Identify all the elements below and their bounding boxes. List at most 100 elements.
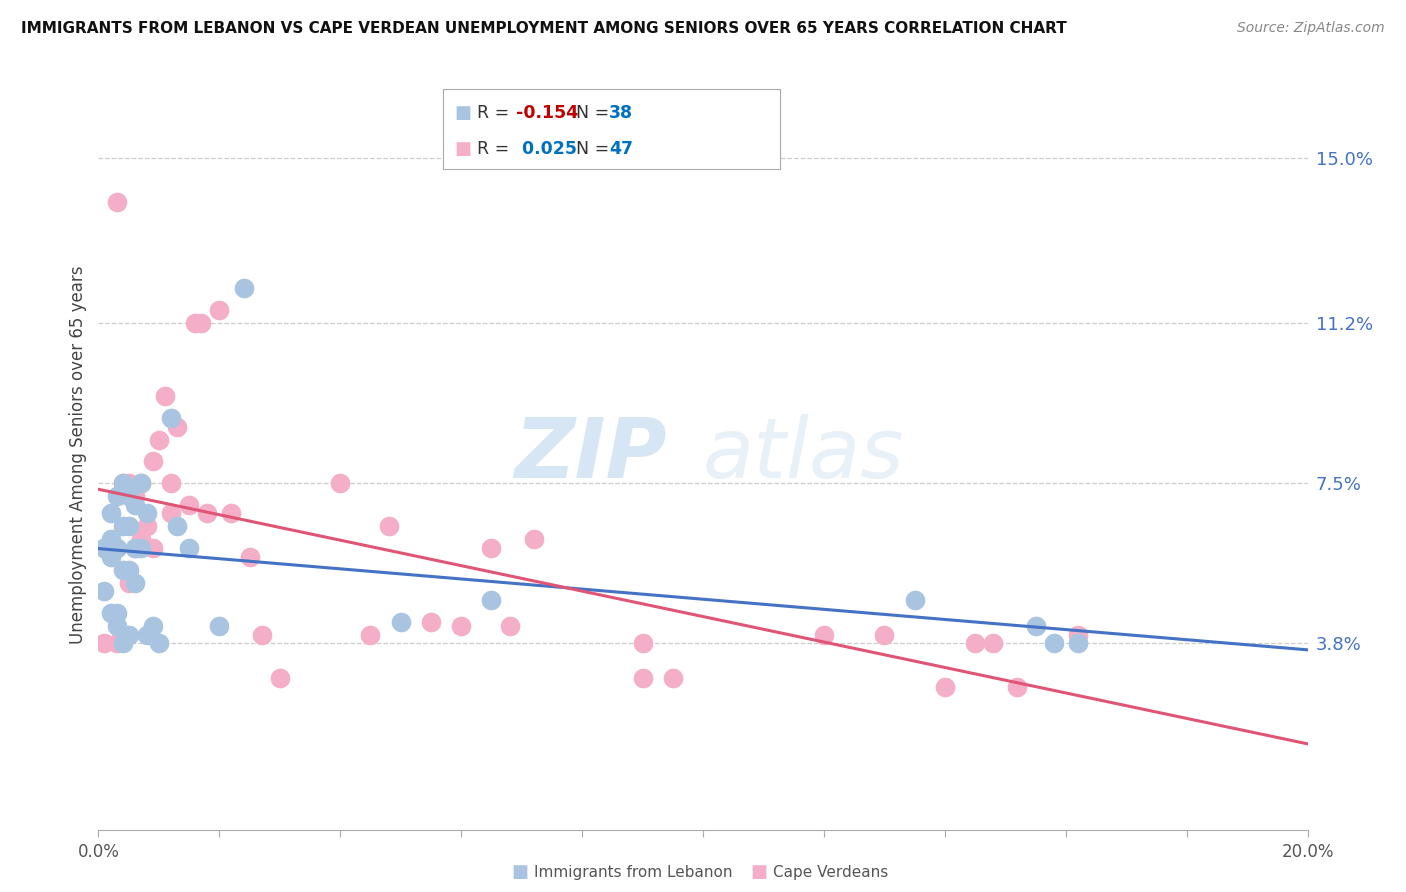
Text: ■: ■: [751, 863, 773, 881]
Text: Cape Verdeans: Cape Verdeans: [773, 865, 889, 880]
Point: [481, 541, 503, 555]
Point: [105, 606, 128, 620]
Point: [160, 507, 183, 521]
Point: [1067, 628, 1090, 642]
Text: ■: ■: [512, 863, 534, 881]
Point: [100, 533, 122, 547]
Point: [111, 563, 134, 577]
Text: R =: R =: [477, 140, 515, 159]
Point: [124, 541, 146, 555]
Point: [166, 419, 188, 434]
Point: [142, 619, 165, 633]
Point: [873, 628, 896, 642]
Point: [631, 636, 654, 650]
Point: [129, 476, 152, 491]
Point: [1042, 636, 1064, 650]
Point: [965, 636, 987, 650]
Point: [148, 433, 170, 447]
Point: [118, 575, 141, 590]
Text: 47: 47: [609, 140, 633, 159]
Text: R =: R =: [477, 104, 515, 122]
Point: [450, 619, 472, 633]
Point: [208, 619, 231, 633]
Point: [135, 628, 157, 642]
Point: [160, 411, 183, 425]
Point: [93, 541, 115, 555]
Text: atlas: atlas: [703, 415, 904, 495]
Text: Source: ZipAtlas.com: Source: ZipAtlas.com: [1237, 21, 1385, 35]
Text: N =: N =: [576, 104, 616, 122]
Point: [1067, 636, 1090, 650]
Text: IMMIGRANTS FROM LEBANON VS CAPE VERDEAN UNEMPLOYMENT AMONG SENIORS OVER 65 YEARS: IMMIGRANTS FROM LEBANON VS CAPE VERDEAN …: [21, 21, 1067, 36]
Point: [981, 636, 1004, 650]
Point: [221, 507, 243, 521]
Point: [100, 507, 122, 521]
Point: [93, 636, 115, 650]
Text: Immigrants from Lebanon: Immigrants from Lebanon: [534, 865, 733, 880]
Point: [118, 519, 141, 533]
Point: [148, 636, 170, 650]
Point: [1024, 619, 1046, 633]
Point: [239, 549, 262, 564]
Point: [389, 615, 412, 629]
Point: [250, 628, 273, 642]
Point: [118, 628, 141, 642]
Point: [160, 476, 183, 491]
Text: ■: ■: [454, 104, 471, 122]
Point: [481, 593, 503, 607]
Text: 38: 38: [609, 104, 633, 122]
Point: [661, 671, 683, 685]
Point: [118, 563, 141, 577]
Point: [329, 476, 352, 491]
Point: [124, 489, 146, 503]
Point: [124, 498, 146, 512]
Point: [111, 476, 134, 491]
Y-axis label: Unemployment Among Seniors over 65 years: Unemployment Among Seniors over 65 years: [69, 266, 87, 644]
Point: [184, 316, 207, 330]
Point: [208, 302, 231, 317]
Point: [420, 615, 443, 629]
Point: [631, 671, 654, 685]
Point: [166, 519, 188, 533]
Text: -0.154: -0.154: [516, 104, 578, 122]
Point: [934, 680, 956, 694]
Point: [232, 281, 254, 295]
Point: [1007, 680, 1029, 694]
Point: [105, 194, 128, 209]
Point: [111, 476, 134, 491]
Point: [195, 507, 218, 521]
Text: N =: N =: [576, 140, 616, 159]
Point: [111, 519, 134, 533]
Point: [111, 636, 134, 650]
Point: [129, 533, 152, 547]
Point: [190, 316, 212, 330]
Point: [93, 541, 115, 555]
Point: [124, 541, 146, 555]
Point: [498, 619, 520, 633]
Point: [142, 541, 165, 555]
Point: [100, 549, 122, 564]
Point: [179, 541, 201, 555]
Point: [179, 498, 201, 512]
Point: [135, 507, 157, 521]
Point: [129, 541, 152, 555]
Point: [124, 575, 146, 590]
Text: ■: ■: [454, 140, 471, 159]
Point: [105, 489, 128, 503]
Point: [135, 519, 157, 533]
Point: [142, 454, 165, 468]
Point: [269, 671, 291, 685]
Point: [904, 593, 927, 607]
Text: ZIP: ZIP: [515, 415, 666, 495]
Point: [105, 619, 128, 633]
Point: [377, 519, 399, 533]
Point: [105, 636, 128, 650]
Point: [813, 628, 835, 642]
Text: 0.025: 0.025: [516, 140, 576, 159]
Point: [153, 389, 176, 403]
Point: [118, 476, 141, 491]
Point: [93, 584, 115, 599]
Point: [111, 628, 134, 642]
Point: [523, 533, 546, 547]
Point: [118, 489, 141, 503]
